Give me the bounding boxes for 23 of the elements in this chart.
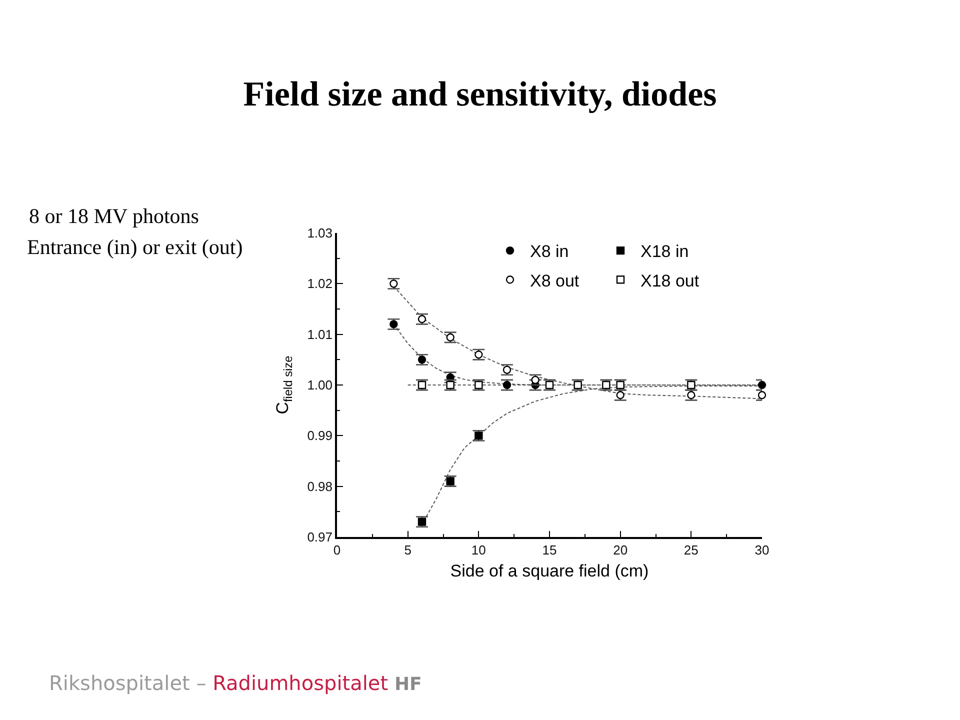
y-tick-label: 1.03 <box>307 226 332 241</box>
legend-label: X18 out <box>640 271 700 290</box>
x-tick-label: 5 <box>404 542 412 558</box>
text: Entrance (in) or exit (out) <box>27 235 243 259</box>
y-tick-label: 1.02 <box>307 276 332 292</box>
y-tick-label: 1.01 <box>307 326 332 342</box>
x-axis-title: Side of a square field (cm) <box>450 561 649 580</box>
legend-label: X18 in <box>640 242 689 262</box>
text: 8 or 18 MV photons <box>29 204 199 228</box>
x-tick-label: 20 <box>613 542 628 558</box>
x-tick-label: 15 <box>542 542 557 558</box>
x-tick-label: 0 <box>333 542 341 558</box>
y-tick-label: 1.00 <box>307 378 332 393</box>
x-tick-label: 10 <box>471 542 486 558</box>
y-tick-label: 0.99 <box>307 428 332 444</box>
legend-label: X8 out <box>530 271 580 290</box>
legend-label: X8 in <box>530 242 569 262</box>
x-tick-label: 25 <box>684 542 698 558</box>
x-tick-label: 30 <box>754 542 770 558</box>
y-tick-label: 0.98 <box>307 478 332 494</box>
text: Rikshospitalet – Radiumhospitalet HF <box>49 671 422 695</box>
y-tick-label: 0.97 <box>307 530 332 545</box>
chart-title: Field size and sensitivity, diodes <box>243 74 717 114</box>
